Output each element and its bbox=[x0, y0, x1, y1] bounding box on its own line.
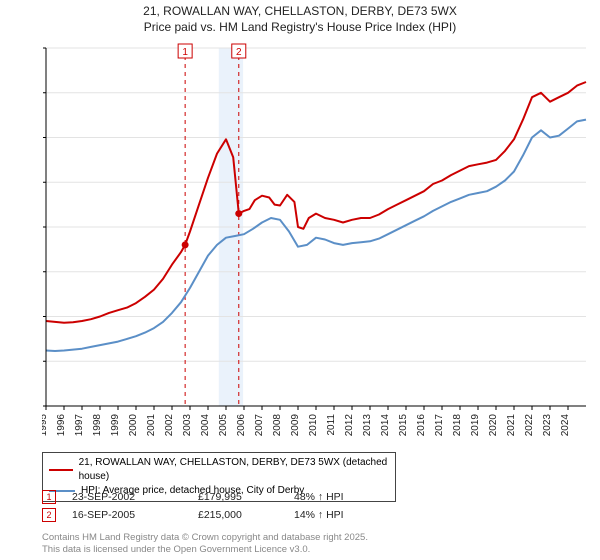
svg-text:2018: 2018 bbox=[452, 414, 463, 437]
event-number: 2 bbox=[46, 510, 51, 520]
svg-text:2010: 2010 bbox=[308, 414, 319, 437]
footnote-line-2: This data is licensed under the Open Gov… bbox=[42, 544, 310, 555]
svg-text:2023: 2023 bbox=[542, 414, 553, 437]
title-line-1: 21, ROWALLAN WAY, CHELLASTON, DERBY, DE7… bbox=[143, 4, 457, 18]
event-marker-icon: 2 bbox=[42, 508, 56, 522]
chart-title: 21, ROWALLAN WAY, CHELLASTON, DERBY, DE7… bbox=[0, 0, 600, 35]
svg-text:2009: 2009 bbox=[290, 414, 301, 437]
svg-text:2012: 2012 bbox=[344, 414, 355, 437]
svg-text:2021: 2021 bbox=[506, 414, 517, 437]
svg-text:2013: 2013 bbox=[362, 414, 373, 437]
svg-text:2016: 2016 bbox=[416, 414, 427, 437]
svg-text:2022: 2022 bbox=[524, 414, 535, 437]
title-line-2: Price paid vs. HM Land Registry's House … bbox=[144, 20, 456, 34]
footnote-line-1: Contains HM Land Registry data © Crown c… bbox=[42, 532, 368, 543]
svg-text:1998: 1998 bbox=[92, 414, 103, 437]
svg-text:2024: 2024 bbox=[560, 414, 571, 437]
svg-text:2004: 2004 bbox=[200, 414, 211, 437]
chart-container: 21, ROWALLAN WAY, CHELLASTON, DERBY, DE7… bbox=[0, 0, 600, 560]
svg-text:1996: 1996 bbox=[56, 414, 67, 437]
event-number: 1 bbox=[46, 492, 51, 502]
event-row: 1 23-SEP-2002 £179,995 48% ↑ HPI bbox=[42, 490, 384, 504]
event-marker-icon: 1 bbox=[42, 490, 56, 504]
event-date: 23-SEP-2002 bbox=[72, 491, 182, 503]
svg-text:2020: 2020 bbox=[488, 414, 499, 437]
svg-text:1997: 1997 bbox=[74, 414, 85, 437]
event-date: 16-SEP-2005 bbox=[72, 509, 182, 521]
svg-text:2019: 2019 bbox=[470, 414, 481, 437]
svg-text:2007: 2007 bbox=[254, 414, 265, 437]
event-diff: 14% ↑ HPI bbox=[294, 509, 384, 521]
footnote: Contains HM Land Registry data © Crown c… bbox=[42, 532, 368, 556]
event-price: £179,995 bbox=[198, 491, 278, 503]
legend-swatch bbox=[49, 469, 73, 471]
legend-label: 21, ROWALLAN WAY, CHELLASTON, DERBY, DE7… bbox=[79, 456, 389, 484]
svg-text:2000: 2000 bbox=[128, 414, 139, 437]
svg-text:1999: 1999 bbox=[110, 414, 121, 437]
svg-text:2015: 2015 bbox=[398, 414, 409, 437]
svg-text:2017: 2017 bbox=[434, 414, 445, 437]
svg-text:2011: 2011 bbox=[326, 414, 337, 436]
svg-text:2005: 2005 bbox=[218, 414, 229, 437]
svg-text:2001: 2001 bbox=[146, 414, 157, 437]
event-price: £215,000 bbox=[198, 509, 278, 521]
event-row: 2 16-SEP-2005 £215,000 14% ↑ HPI bbox=[42, 508, 384, 522]
svg-text:2008: 2008 bbox=[272, 414, 283, 437]
svg-text:1: 1 bbox=[182, 47, 188, 58]
event-diff: 48% ↑ HPI bbox=[294, 491, 384, 503]
price-chart: £0£50K£100K£150K£200K£250K£300K£350K£400… bbox=[42, 42, 592, 442]
svg-text:2002: 2002 bbox=[164, 414, 175, 437]
legend-item-price-paid: 21, ROWALLAN WAY, CHELLASTON, DERBY, DE7… bbox=[49, 456, 389, 484]
svg-text:2: 2 bbox=[236, 47, 242, 58]
svg-text:2003: 2003 bbox=[182, 414, 193, 437]
svg-text:2014: 2014 bbox=[380, 414, 391, 437]
svg-text:2006: 2006 bbox=[236, 414, 247, 437]
event-list: 1 23-SEP-2002 £179,995 48% ↑ HPI 2 16-SE… bbox=[42, 490, 384, 526]
svg-text:1995: 1995 bbox=[42, 414, 49, 437]
